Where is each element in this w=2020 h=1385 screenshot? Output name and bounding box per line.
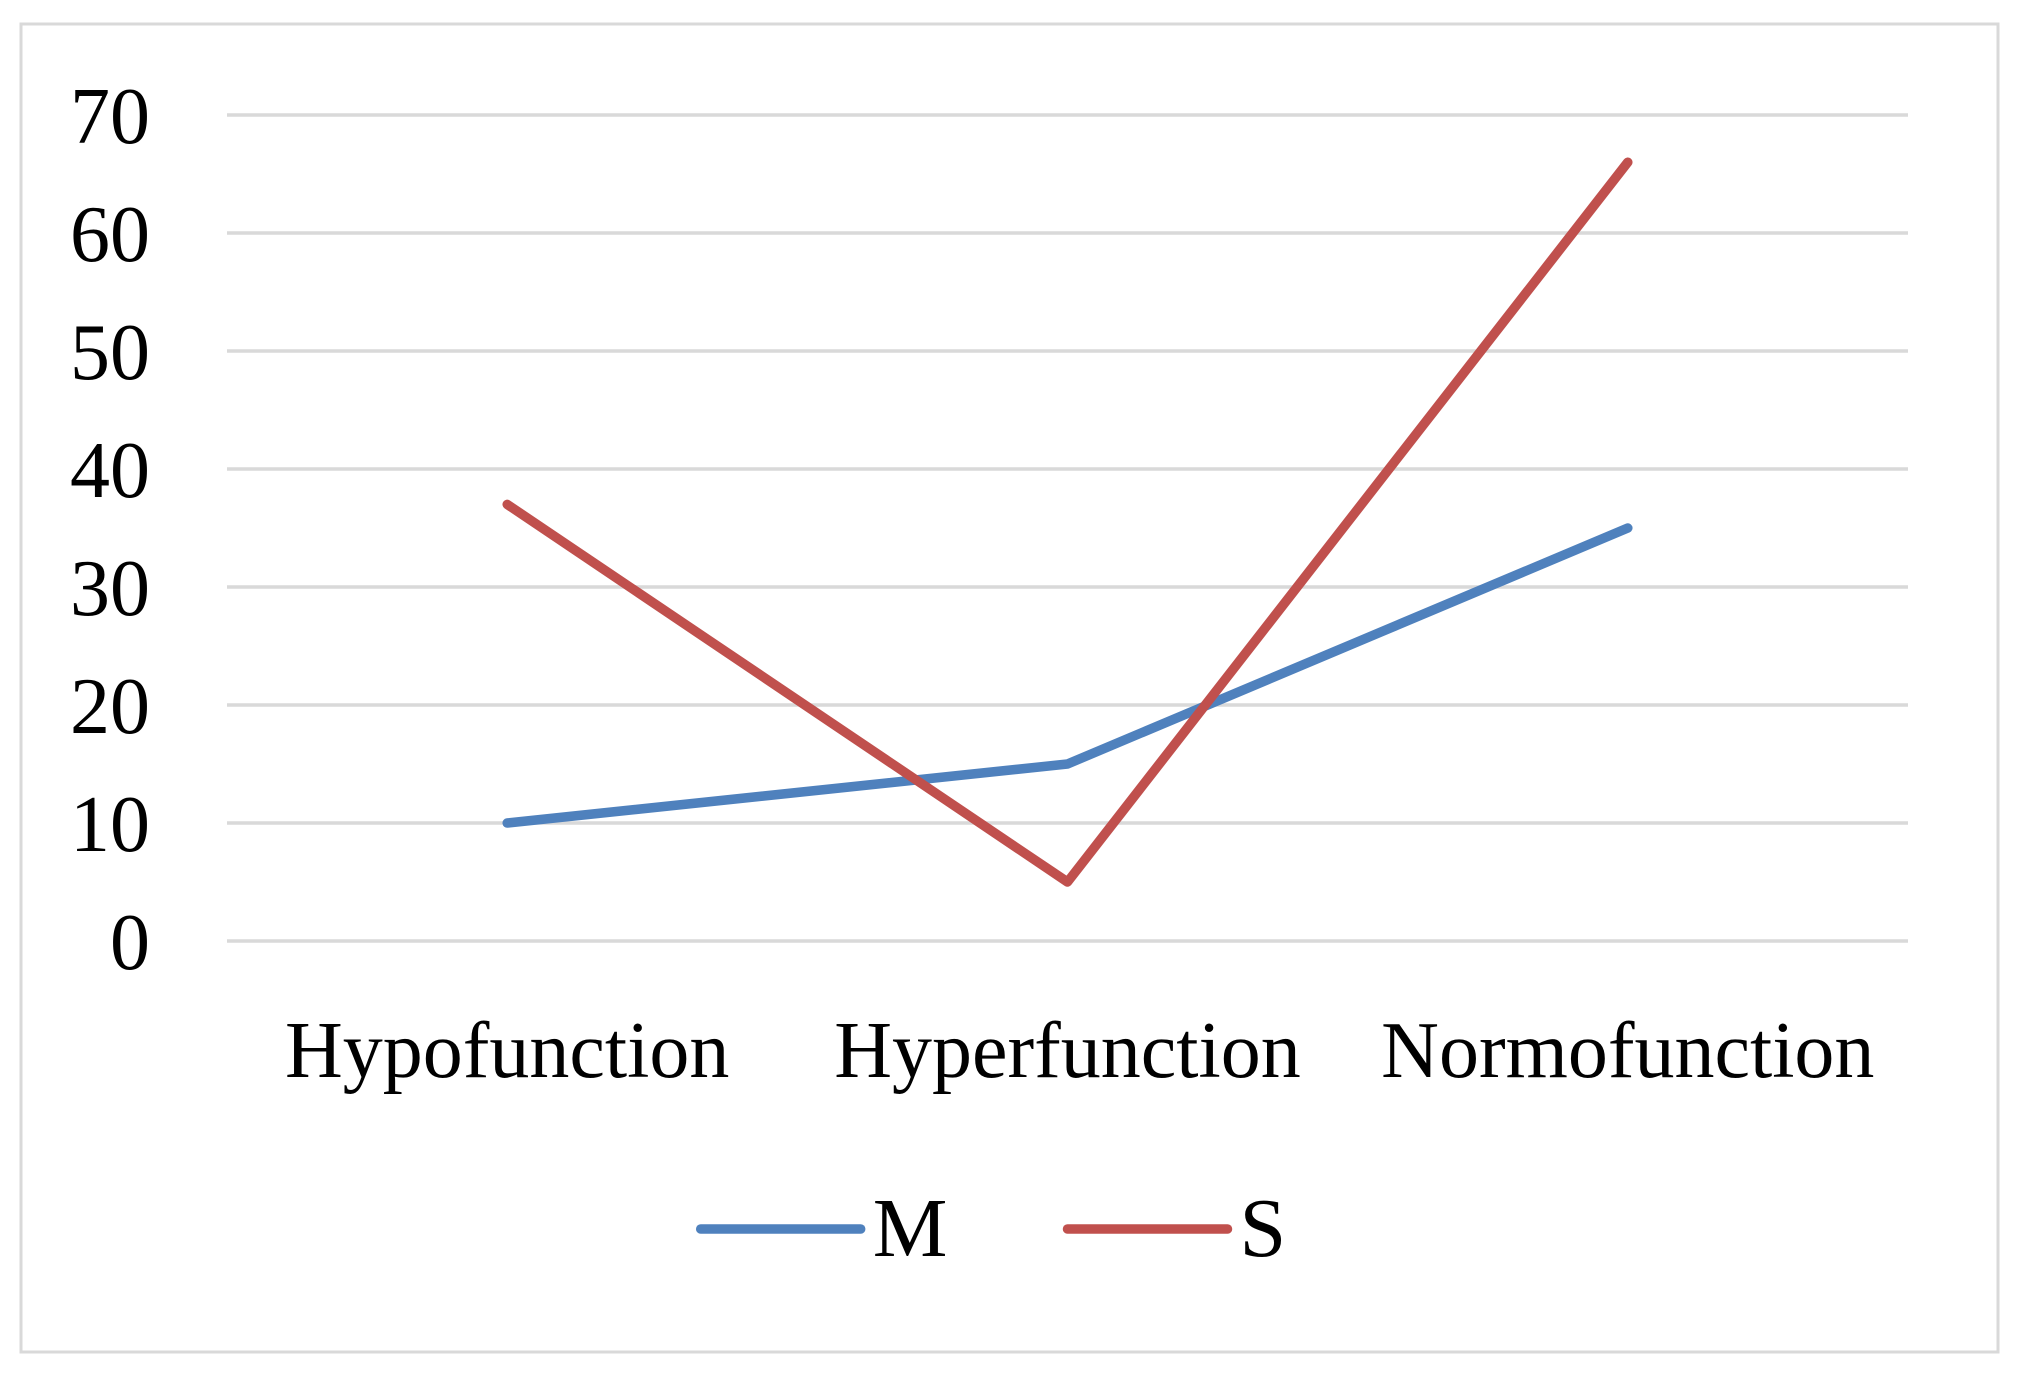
legend-label-s: S [1240,1182,1287,1275]
y-tick-label: 60 [70,191,150,279]
x-category-label: Normofunction [1381,1007,1874,1095]
y-axis-tick-labels: 0 10 20 30 40 50 60 70 [70,73,150,987]
y-tick-label: 70 [70,73,150,161]
figure-border [19,22,2000,1354]
x-axis-category-labels: Hypofunction Hyperfunction Normofunction [285,1007,1874,1095]
y-tick-label: 0 [110,899,150,987]
y-tick-label: 30 [70,545,150,633]
y-tick-label: 40 [70,427,150,515]
y-tick-label: 50 [70,309,150,397]
series-line-m [502,523,1633,828]
series-lines-group [502,157,1633,887]
x-category-label: Hyperfunction [834,1007,1301,1095]
y-tick-label: 20 [70,663,150,751]
x-category-label: Hypofunction [285,1007,729,1095]
gridlines-group [227,113,1908,943]
y-tick-label: 10 [70,781,150,869]
legend-label-m: M [873,1182,948,1275]
series-line-s [502,157,1633,887]
